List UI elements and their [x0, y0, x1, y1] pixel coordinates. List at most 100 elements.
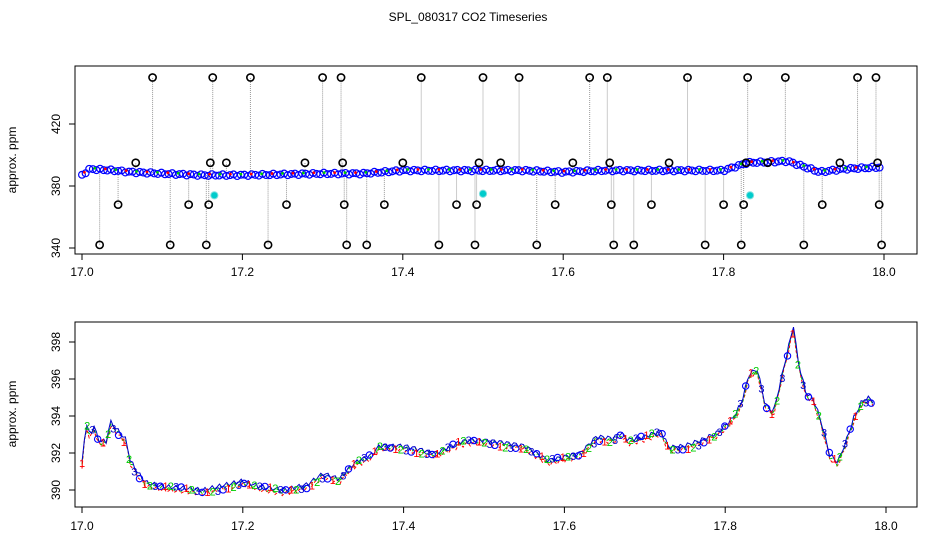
panel1-point	[471, 165, 480, 174]
panel2-series-marker: 1	[288, 485, 294, 497]
panel2-point	[261, 482, 269, 491]
panel1-xtick-label: 17.0	[70, 265, 94, 279]
panel1-point	[77, 170, 86, 179]
panel1-marker	[312, 171, 316, 175]
panel2-series-marker: 3	[717, 427, 723, 439]
panel1-point	[435, 167, 444, 176]
panel2-point	[282, 486, 290, 494]
panel2-series-marker: 1	[790, 328, 796, 340]
panel1-marker	[374, 170, 378, 173]
panel1-outlier-point	[532, 240, 542, 250]
panel2-series-marker: 1	[769, 409, 775, 421]
panel2-series-marker: 2	[460, 435, 466, 447]
panel2-ytick-label: 392	[49, 443, 63, 463]
panel1-marker	[854, 165, 858, 169]
panel1-outlier-point	[208, 73, 218, 82]
panel1-marker	[416, 168, 420, 171]
panel2-series-marker: 2	[649, 428, 655, 440]
panel1-point	[262, 171, 271, 180]
panel2-series-marker: 2	[586, 443, 592, 455]
panel1-marker	[385, 169, 389, 173]
panel2-series-marker: 1	[497, 441, 503, 453]
panel2-series-marker: 1	[372, 446, 378, 458]
panel2-series-marker: 2	[398, 445, 404, 457]
panel1-marker	[666, 168, 670, 171]
panel1-marker	[249, 172, 253, 176]
panel1-outlier-point	[568, 158, 578, 168]
panel1-point	[197, 170, 206, 179]
panel1-marker	[646, 168, 649, 171]
panel2-series-marker: 1	[413, 448, 419, 460]
panel2-series-marker: 2	[126, 454, 132, 466]
panel1-point	[648, 166, 657, 175]
panel2-point	[156, 482, 165, 490]
panel1-outlier-point	[799, 240, 809, 250]
panel1-marker	[155, 170, 159, 174]
panel2-point	[93, 435, 102, 443]
panel1-marker	[114, 168, 118, 172]
panel2-series-marker: 3	[173, 481, 179, 493]
panel2-series-marker: 1	[100, 438, 106, 450]
panel1-outlier-point	[204, 200, 214, 209]
panel2-series-marker: 2	[84, 420, 90, 432]
panel1-outlier-point	[873, 158, 882, 168]
panel2-series-marker: 3	[236, 480, 242, 492]
panel1-marker	[322, 171, 326, 175]
panel1-marker	[864, 165, 868, 169]
panel1-point	[96, 164, 105, 173]
panel2-series-line-1	[81, 329, 874, 497]
panel1-point	[792, 161, 801, 170]
panel2-series-marker: 1	[706, 435, 712, 447]
panel1-marker	[239, 172, 243, 176]
panel1-outlier-point	[282, 200, 291, 209]
panel2-series-marker: 1	[831, 453, 837, 465]
panel2-xtick-label: 17.8	[714, 519, 738, 533]
panel1-point	[258, 169, 267, 178]
panel2-series-marker: 3	[340, 471, 346, 483]
panel1-marker	[687, 168, 691, 171]
panel1-point	[247, 170, 256, 179]
panel2-series-marker: 2	[711, 431, 717, 443]
panel1-flag-point	[745, 191, 755, 200]
panel1-marker	[124, 169, 128, 173]
panel1-marker	[510, 168, 514, 171]
panel1-point	[482, 165, 491, 174]
panel2-point	[783, 352, 792, 360]
panel1-flag-point	[478, 189, 488, 198]
panel2-series-marker: 1	[204, 487, 210, 499]
panel1-outlier-point	[853, 73, 862, 82]
panel2-series-marker: 3	[549, 454, 555, 466]
panel1-marker	[718, 168, 722, 171]
panel1-ytick-label: 380	[49, 176, 63, 196]
panel1-point	[460, 165, 469, 174]
panel2-series-marker: 3	[298, 484, 304, 496]
panel1-marker	[500, 168, 503, 171]
panel2-series-marker: 1	[309, 481, 315, 493]
panel1-point	[709, 167, 718, 176]
panel1-outlier-point	[743, 73, 753, 82]
panel2-series-marker: 3	[382, 442, 388, 454]
panel1-marker	[176, 171, 180, 175]
panel2-series-marker: 2	[523, 444, 529, 456]
panel2-series-marker: 3	[424, 449, 430, 461]
panel2-series-marker: 1	[79, 458, 85, 470]
panel1-point	[395, 167, 404, 176]
panel2-point	[302, 484, 311, 493]
panel1-outlier-point	[609, 240, 619, 250]
panel1-marker	[604, 168, 608, 171]
panel1-outlier-point	[736, 240, 746, 250]
panel1-point	[373, 168, 382, 177]
panel1-outlier-point	[416, 73, 426, 82]
panel2-series-marker: 1	[267, 482, 273, 494]
panel1-outlier-point	[647, 200, 656, 209]
panel2-series-marker: 3	[570, 451, 576, 463]
panel1-point	[363, 169, 372, 178]
panel2-series-marker: 2	[105, 429, 111, 441]
panel2-point	[867, 399, 875, 407]
panel1-marker	[614, 168, 618, 171]
panel2-series-marker: 3	[863, 398, 869, 410]
panel2-series-marker: 1	[727, 416, 733, 428]
panel2-series-marker: 2	[419, 449, 425, 461]
panel2-series-marker: 3	[89, 424, 95, 436]
panel2-point	[741, 382, 750, 390]
